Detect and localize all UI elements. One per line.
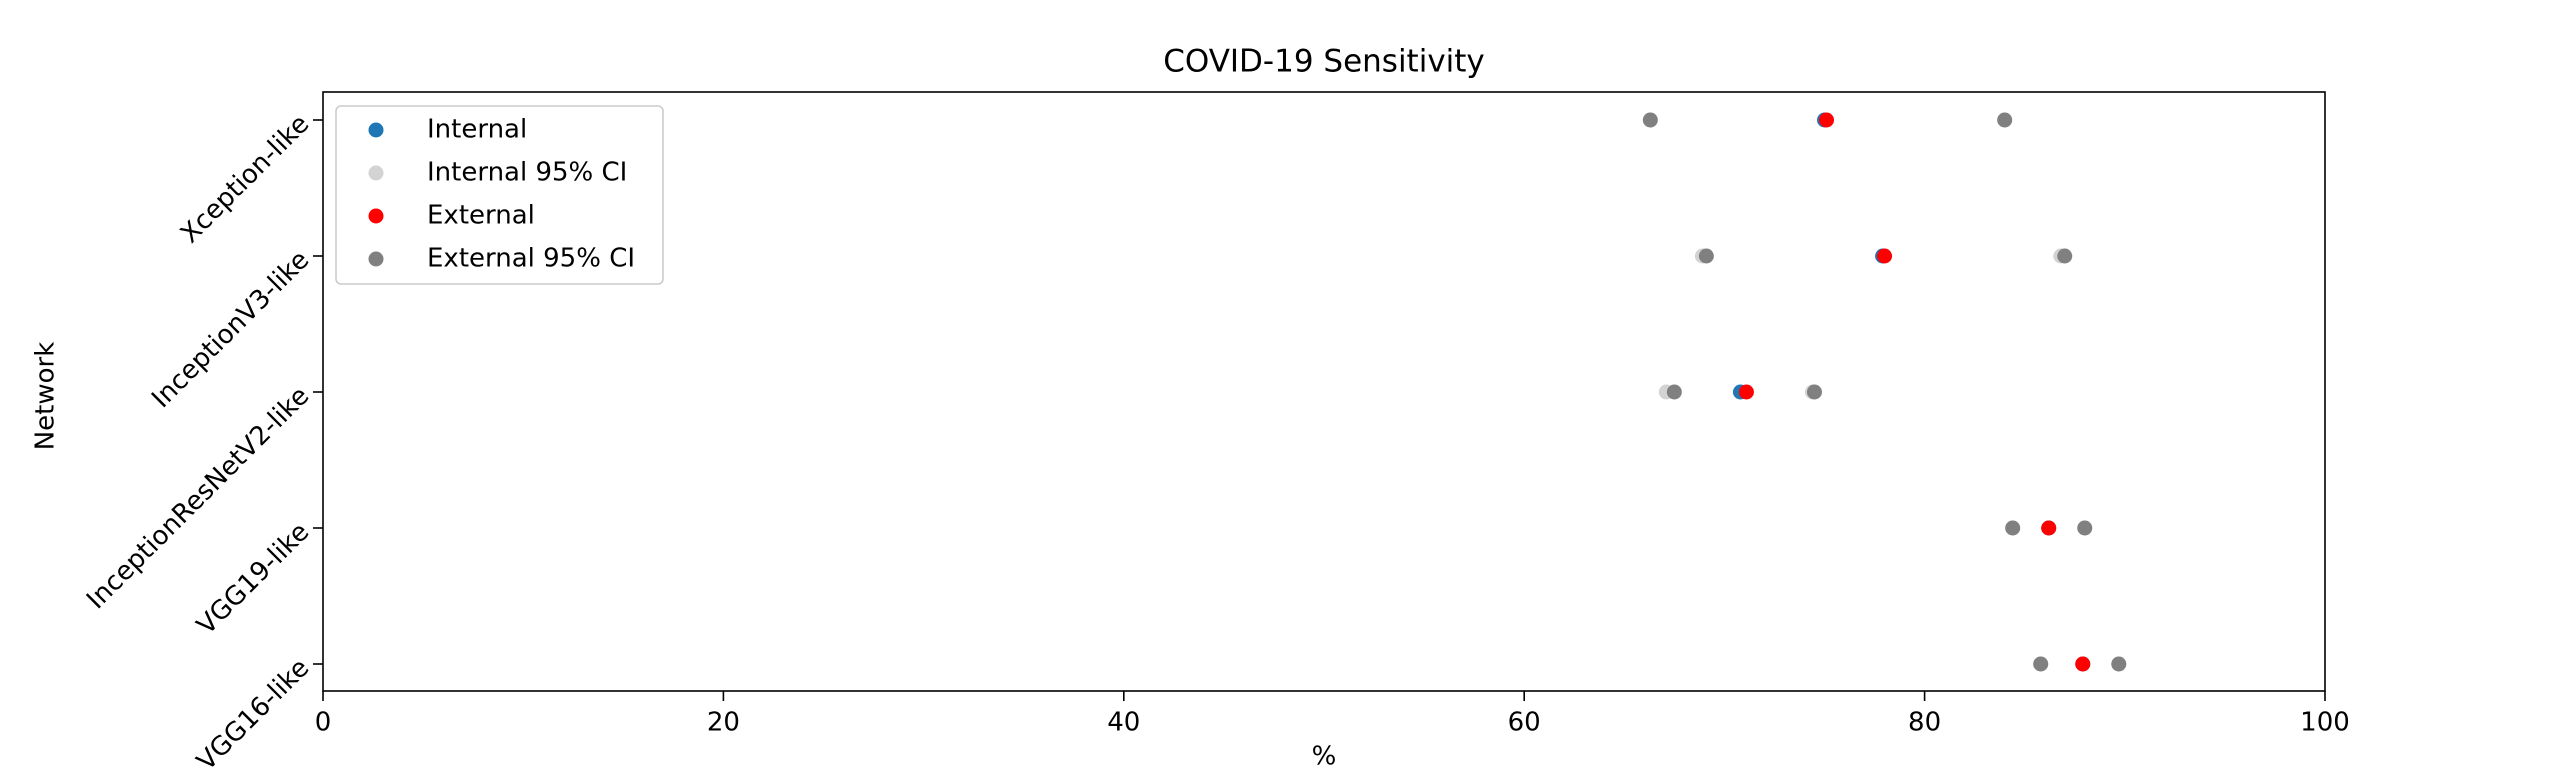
x-tick-label: 40: [1107, 708, 1140, 738]
ci-point: [1666, 384, 1682, 400]
legend-marker: [368, 208, 384, 224]
y-tick-label: Xception-like: [175, 109, 315, 249]
x-tick-label: 0: [315, 708, 332, 738]
point: [1819, 112, 1835, 128]
legend-label: External: [427, 201, 535, 231]
ci-point: [1642, 112, 1658, 128]
legend-box: [335, 105, 664, 285]
legend-label: Internal: [427, 115, 527, 145]
point: [1877, 248, 1893, 264]
ci-point: [1698, 248, 1714, 264]
ci-point: [2005, 520, 2021, 536]
chart-title: COVID-19 Sensitivity: [1163, 44, 1485, 80]
ci-point: [1997, 112, 2013, 128]
legend-marker: [368, 165, 384, 181]
y-tick-label: VGG19-like: [191, 517, 315, 641]
ci-point: [2033, 656, 2049, 672]
ci-point: [2077, 520, 2093, 536]
x-tick-label: 60: [1508, 708, 1541, 738]
y-tick-label: InceptionResNetV2-like: [81, 381, 315, 615]
x-axis-label: %: [1312, 742, 1337, 768]
legend-label: Internal 95% CI: [427, 158, 627, 188]
point: [2041, 520, 2057, 536]
legend-marker: [368, 251, 384, 267]
ci-point: [1806, 384, 1822, 400]
x-tick-label: 80: [1908, 708, 1941, 738]
y-tick-label: VGG16-like: [191, 653, 315, 768]
y-axis-label: Network: [31, 342, 61, 451]
ci-point: [2111, 656, 2127, 672]
legend-marker: [368, 122, 384, 138]
x-tick-label: 100: [2300, 708, 2350, 738]
point: [2075, 656, 2091, 672]
ci-point: [2057, 248, 2073, 264]
legend-label: External 95% CI: [427, 244, 635, 274]
point: [1738, 384, 1754, 400]
x-tick-label: 20: [707, 708, 740, 738]
